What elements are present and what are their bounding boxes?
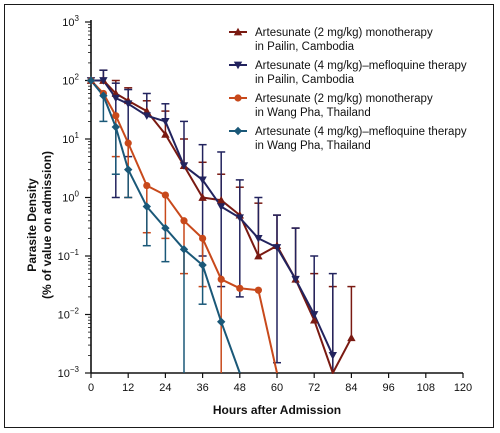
data-point [236,284,244,292]
legend-label-line2: in Pailin, Cambodia [255,74,355,86]
data-point [235,214,244,222]
data-point [310,311,319,319]
y-tick-label: 10−3 [58,365,80,380]
x-axis-title: Hours after Admission [213,403,341,417]
data-point [198,260,207,270]
legend-label: Artesunate (4 mg/kg)–mefloquine therapy [255,60,467,72]
data-point [99,77,108,85]
data-point [254,235,263,243]
legend: Artesunate (2 mg/kg) monotherapy in Paili… [229,27,467,152]
data-point [161,130,170,138]
data-point [180,217,188,225]
y-axis-subtitle: (% of value on admission) [40,151,54,299]
data-point [217,203,226,211]
y-tick-label: 101 [62,131,79,146]
data-point [233,126,243,136]
axes: 0 12 24 36 48 60 72 84 96 108 120 103 102 101 100 10−1 1… [58,14,473,394]
data-point [179,245,189,254]
x-tick-label: 24 [159,382,171,394]
x-tick-label: 48 [234,382,246,394]
data-point [233,27,243,36]
x-tick-label: 60 [271,382,283,394]
data-point [347,333,356,342]
data-point [217,195,226,204]
legend-label: Artesunate (4 mg/kg)–mefloquine therapy [255,126,467,138]
data-point [291,275,300,284]
data-point [161,191,169,199]
data-point [124,139,132,147]
data-point [112,112,120,120]
error-bars [99,69,356,373]
series-line-4 [90,79,241,374]
data-point [142,112,151,120]
data-point [272,244,282,252]
data-point [254,286,262,294]
data-point [111,94,120,103]
x-tick-label: 108 [417,382,435,394]
data-point [86,76,96,85]
x-tick-label: 84 [345,382,357,394]
figure-frame [4,4,494,428]
legend-label: Artesunate (2 mg/kg) monotherapy [255,93,433,105]
data-point [234,94,242,102]
series-line-2 [91,79,334,356]
data-point [161,223,170,233]
data-point [254,251,263,260]
data-point [233,61,243,70]
y-tick-label: 103 [62,14,79,29]
data-point [143,181,151,190]
x-tick-label: 96 [382,382,394,394]
y-axis-title: Parasite Density [25,178,39,272]
data-point [161,118,170,126]
data-point [111,122,120,132]
x-tick-label: 36 [196,382,208,394]
data-point [217,317,226,327]
data-point [124,100,133,108]
y-tick-label: 102 [62,73,79,88]
y-tick-label: 100 [62,190,79,205]
legend-label: Artesunate (2 mg/kg) monotherapy [255,27,433,39]
data-point [328,352,337,360]
legend-label-line2: in Wang Pha, Thailand [255,107,371,119]
data-point [198,193,207,201]
data-point [199,234,207,242]
data-point [310,315,319,324]
x-tick-label: 12 [122,382,134,394]
legend-label-line2: in Wang Pha, Thailand [255,140,371,152]
data-point [179,162,189,170]
y-tick-label: 10−2 [58,307,80,322]
legend-label-line2: in Pailin, Cambodia [255,41,355,53]
x-tick-label: 72 [308,382,320,394]
series-line-1 [91,79,353,374]
data-point [217,275,225,283]
x-tick-label: 0 [88,382,94,394]
data-point [198,176,207,185]
data-point [124,165,133,174]
y-tick-label: 10−1 [58,248,80,263]
data-point [142,202,151,211]
data-point [99,91,108,100]
series-markers [86,76,356,360]
x-tick-label: 120 [454,382,472,394]
